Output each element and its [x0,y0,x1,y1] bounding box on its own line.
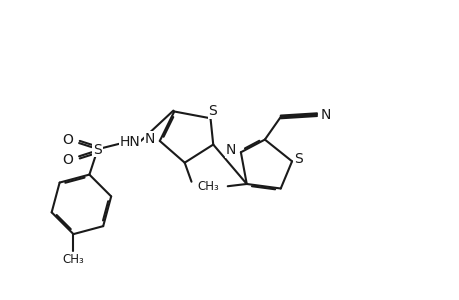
Text: CH₃: CH₃ [62,253,84,266]
Text: S: S [93,143,102,157]
Text: CH₃: CH₃ [196,182,218,196]
Text: N: N [144,132,155,146]
Text: HN: HN [119,134,140,148]
Text: S: S [208,104,217,118]
Text: N: N [320,108,330,122]
Text: O: O [62,133,73,147]
Text: O: O [62,153,73,167]
Text: CH₃: CH₃ [197,180,219,193]
Text: S: S [294,152,302,166]
Text: N: N [225,143,235,157]
